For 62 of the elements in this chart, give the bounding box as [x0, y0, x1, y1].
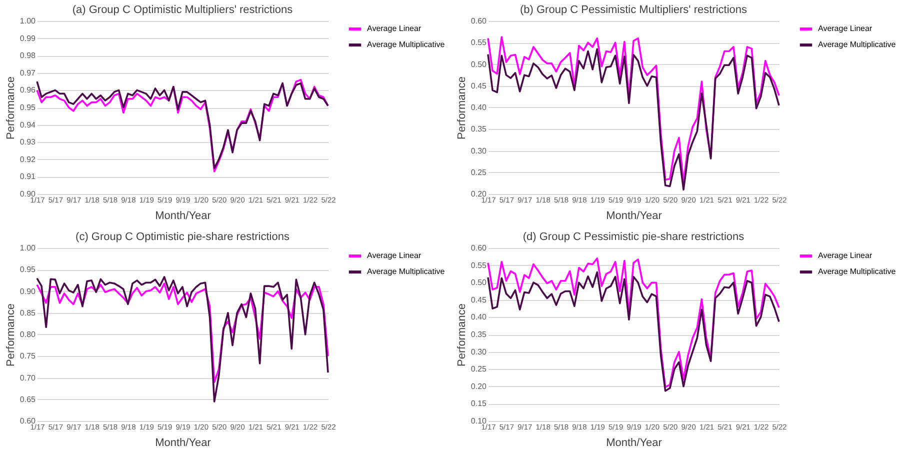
- y-tick-label: 0.96: [20, 86, 36, 95]
- y-tick-label: 0.99: [20, 34, 36, 43]
- y-tick-label: 0.80: [20, 330, 36, 339]
- y-tick-label: 0.92: [20, 154, 36, 164]
- y-tick-label: 0.93: [20, 138, 36, 147]
- legend-label: Average Linear: [818, 251, 872, 260]
- y-tick-label: 1.00: [20, 16, 36, 26]
- legend-label: Average Linear: [818, 24, 872, 33]
- y-axis-title: Performance: [4, 76, 17, 140]
- y-tick-label: 0.90: [20, 190, 36, 198]
- y-tick-label: 0.55: [470, 38, 488, 48]
- y-tick-label: 0.91: [20, 172, 36, 182]
- y-tick-label: 0.65: [20, 394, 36, 404]
- x-axis-title: Month/Year: [606, 437, 662, 449]
- y-tick-label: 0.20: [470, 190, 488, 198]
- x-axis-title: Month/Year: [155, 210, 212, 222]
- y-tick-label: 0.35: [470, 330, 488, 339]
- x-axis-title: Month/Year: [155, 437, 212, 449]
- y-tick-label: 0.95: [20, 265, 36, 274]
- y-tick-label: 0.10: [470, 416, 488, 426]
- y-tick-label: 0.25: [470, 364, 488, 374]
- line-series: [36, 282, 329, 383]
- y-axis-title: Performance: [456, 304, 468, 366]
- chart-title: (b) Group C Pessimistic Multipliers' restrictions: [520, 4, 748, 16]
- y-axis-title: Performance: [4, 304, 17, 366]
- y-tick-label: 0.55: [470, 260, 488, 270]
- legend-label: Average Linear: [367, 251, 422, 260]
- legend-label: Average Multiplicative: [818, 40, 896, 49]
- y-tick-label: 0.95: [20, 103, 36, 112]
- y-tick-label: 0.25: [470, 168, 488, 177]
- y-tick-label: 0.70: [20, 373, 36, 382]
- y-tick-label: 0.15: [470, 399, 488, 408]
- chart-title: (c) Group C Optimistic pie-share restrictions: [76, 231, 290, 243]
- y-tick-label: 0.85: [20, 308, 36, 318]
- y-tick-label: 0.45: [470, 81, 488, 90]
- chart-title: (a) Group C Optimistic Multipliers' restrictions: [72, 4, 294, 16]
- y-tick-label: 0.40: [470, 103, 488, 112]
- y-tick-label: 0.35: [470, 124, 488, 134]
- y-tick-label: 0.90: [20, 286, 36, 296]
- legend-label: Average Multiplicative: [818, 267, 896, 276]
- y-tick-label: 0.60: [470, 16, 488, 26]
- legend-label: Average Multiplicative: [367, 267, 446, 276]
- y-tick-label: 0.50: [470, 278, 488, 288]
- y-tick-label: 0.30: [470, 347, 488, 356]
- y-tick-label: 0.30: [470, 146, 488, 156]
- y-axis-title: Performance: [456, 76, 468, 140]
- line-series: [36, 276, 329, 402]
- legend-label: Average Linear: [367, 24, 422, 33]
- y-tick-label: 0.97: [20, 68, 36, 78]
- y-tick-label: 0.20: [470, 382, 488, 391]
- y-tick-label: 0.40: [470, 312, 488, 322]
- y-tick-label: 1.00: [20, 244, 36, 252]
- y-tick-label: 0.50: [470, 60, 488, 69]
- y-tick-label: 0.60: [470, 244, 488, 252]
- y-tick-label: 0.60: [20, 416, 36, 426]
- legend-label: Average Multiplicative: [367, 40, 446, 49]
- y-tick-label: 0.94: [20, 120, 36, 130]
- x-axis-title: Month/Year: [606, 210, 662, 222]
- y-tick-label: 0.75: [20, 352, 36, 361]
- y-tick-label: 0.45: [470, 295, 488, 304]
- y-tick-label: 0.98: [20, 51, 36, 60]
- chart-title: (d) Group C Pessimistic pie-share restrictions: [522, 231, 745, 243]
